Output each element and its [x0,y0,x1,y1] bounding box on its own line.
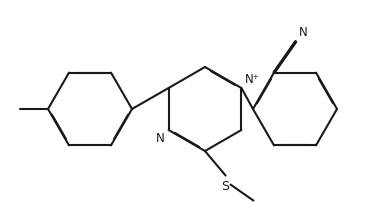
Text: N: N [299,26,307,39]
Text: S: S [221,180,229,193]
Text: N⁺: N⁺ [245,73,260,86]
Text: N: N [156,132,165,145]
